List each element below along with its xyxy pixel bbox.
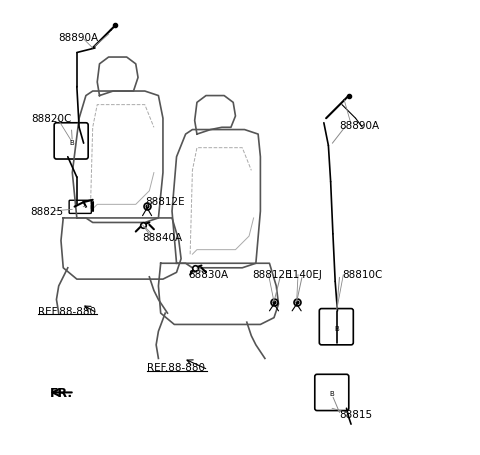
Text: 88840A: 88840A xyxy=(143,233,183,243)
Text: REF.88-880: REF.88-880 xyxy=(147,363,205,373)
Text: 88825: 88825 xyxy=(31,206,64,216)
Text: 1140EJ: 1140EJ xyxy=(287,269,323,279)
Text: 88890A: 88890A xyxy=(59,33,99,43)
Text: 88830A: 88830A xyxy=(188,269,228,279)
Text: B: B xyxy=(334,325,339,331)
Text: FR.: FR. xyxy=(49,386,73,399)
Text: 88820C: 88820C xyxy=(32,114,72,124)
FancyBboxPatch shape xyxy=(69,201,91,214)
Text: 88812E: 88812E xyxy=(252,269,292,279)
Text: 88890A: 88890A xyxy=(340,121,380,131)
Text: 88810C: 88810C xyxy=(342,269,383,279)
FancyBboxPatch shape xyxy=(315,374,349,411)
FancyBboxPatch shape xyxy=(319,309,353,345)
Text: REF.88-880: REF.88-880 xyxy=(38,306,96,316)
Text: B: B xyxy=(69,140,74,146)
FancyBboxPatch shape xyxy=(54,123,88,160)
Text: 88815: 88815 xyxy=(340,410,373,419)
Text: B: B xyxy=(330,390,335,396)
Text: 88812E: 88812E xyxy=(145,196,184,206)
